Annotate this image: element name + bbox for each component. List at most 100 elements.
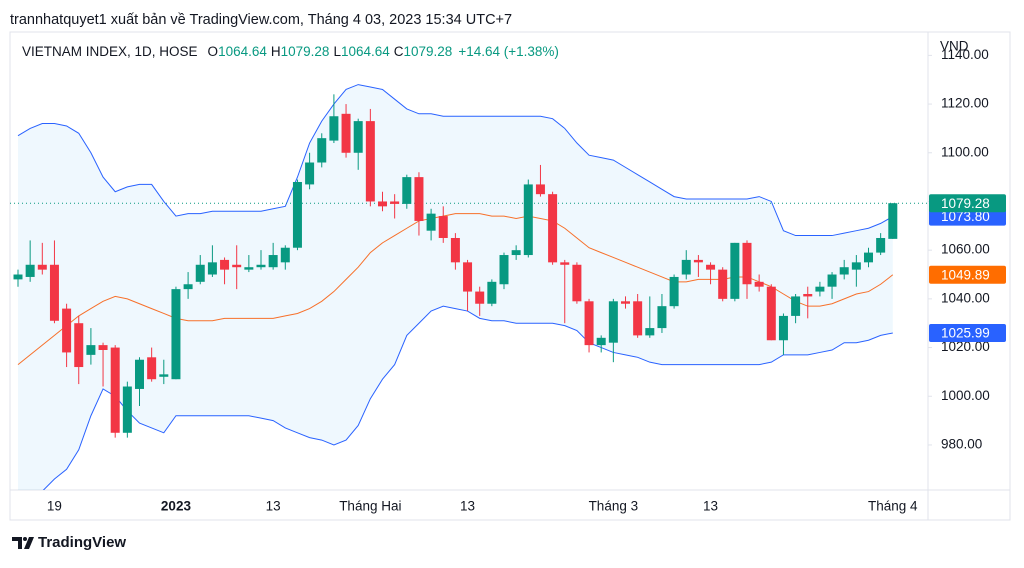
price-tag-label: 1073.80 [941,209,990,224]
candle-body [171,289,181,380]
candle-body [584,301,594,346]
candle-body [280,247,290,263]
candle-body [815,286,825,292]
candle-body [426,213,436,231]
y-tick-label: 1020.00 [941,339,990,354]
candle-body [706,264,716,270]
plot-area [10,84,928,490]
x-tick-label: 13 [460,499,475,514]
candle-body [438,216,448,238]
legend-value: 1079.28 [281,44,330,59]
price-tag [929,194,1006,213]
price-tag-label: 1049.89 [941,267,990,282]
candle-body [475,291,485,304]
candle-body [548,194,558,263]
candle-body [98,345,108,350]
candle-body [827,274,837,287]
logo-icon [12,537,34,549]
candle-body [402,177,412,204]
candle-body [122,386,132,433]
candle-body [49,264,59,321]
legend-key: H [271,44,281,59]
candle-body [803,293,813,297]
candle-body [535,184,545,195]
candle-body [596,337,606,346]
candle-body [195,264,205,282]
candle-body [220,259,230,270]
candle-body [754,281,764,287]
brand: TradingView [38,534,126,551]
band-fill [18,84,893,490]
legend-change: +14.64 (+1.38%) [458,44,559,59]
candle-body [864,252,873,263]
candle-body [353,121,363,153]
candle-body [621,301,630,304]
candle-body [305,162,315,185]
candle-body [487,281,497,304]
candle-body [232,264,242,268]
candle-body [450,237,460,263]
candle-body [292,181,302,248]
y-tick-label: 1000.00 [941,388,990,403]
x-tick-label: Tháng 4 [868,499,918,514]
candle-body [839,267,849,275]
legend-value: 1079.28 [404,44,453,59]
candle-body [766,286,776,341]
legend-key: O [208,44,219,59]
candle-body [414,177,424,221]
candle-body [244,267,254,270]
candle-body [135,359,144,389]
candle-body [669,276,679,307]
price-tag-label: 1079.28 [941,196,990,211]
price-tag [929,323,1006,342]
candle-body [560,262,570,265]
price-tag [929,265,1006,284]
y-tick-label: 1120.00 [941,96,989,111]
caption: trannhatquyet1 xuất bản về TradingView.c… [10,12,512,28]
candle-body [147,357,157,380]
candle-body [888,203,898,239]
y-axis-label: VND [940,39,969,54]
candle-body [74,323,84,368]
y-tick-label: 1060.00 [941,242,990,257]
candle-body [341,113,351,153]
candle-body [572,264,582,302]
candle-body [329,116,339,141]
band-line [42,305,893,490]
candle-body [37,264,47,270]
price-tag-label: 1025.99 [941,326,990,341]
y-tick-label: 1040.00 [941,290,990,305]
candle-body [718,269,728,299]
y-tick-label: 1100.00 [941,144,989,159]
candle-body [851,262,861,270]
legend-key: C [394,44,404,59]
candle-body [25,264,35,277]
candle-body [256,264,266,268]
y-tick-label: 980.00 [941,437,982,452]
brand-logo: TradingView [12,534,126,551]
band-line [17,84,894,237]
x-tick-label: 2023 [161,499,192,514]
candle-body [390,201,400,204]
candle-body [681,259,691,275]
candle-body [378,201,387,207]
candle-body [742,242,752,285]
y-tick-label: 1140.00 [941,47,989,62]
legend-key: L [333,44,341,59]
candle-body [876,237,886,253]
candle-body [778,315,788,341]
legend: VIETNAM INDEX, 1D, HOSE O1064.64 H1079.28 L… [22,44,559,59]
candle-body [608,301,618,343]
x-tick-label: 13 [703,499,718,514]
logo-dot [23,537,27,541]
x-tick-label: 19 [47,499,62,514]
candle-body [463,262,473,292]
candle-body [791,296,801,316]
candle-body [693,259,703,263]
candle-body [268,255,278,268]
x-tick-label: 13 [266,499,281,514]
candle-body [110,347,120,433]
candle-body [657,306,667,329]
candle-body [317,138,327,163]
